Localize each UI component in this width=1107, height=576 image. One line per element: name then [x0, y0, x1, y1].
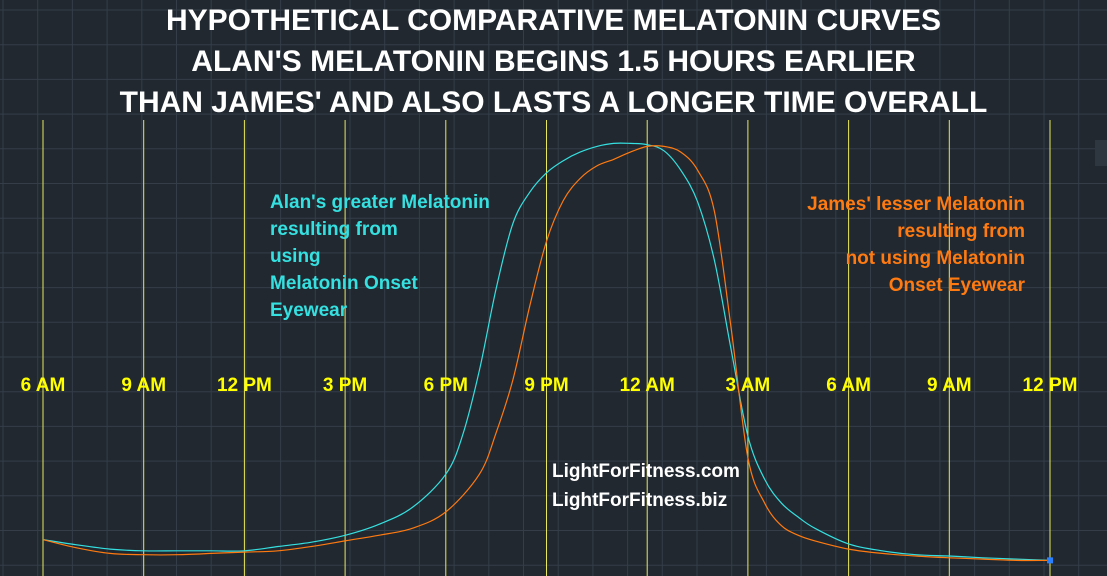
chart-subtitle-line-2: THAN JAMES' AND ALSO LASTS A LONGER TIME…: [119, 86, 988, 119]
endpoint-marker: [1047, 557, 1053, 564]
panel-handle[interactable]: [1095, 140, 1107, 166]
alan-annotation-line: resulting from: [270, 219, 398, 240]
x-tick-label: 3 AM: [726, 375, 771, 396]
chart-title: HYPOTHETICAL COMPARATIVE MELATONIN CURVE…: [165, 4, 942, 37]
x-tick-label: 6 AM: [826, 375, 871, 396]
james-melatonin-line: [42, 145, 1051, 562]
chart-subtitle-line-1: ALAN'S MELATONIN BEGINS 1.5 HOURS EARLIE…: [191, 45, 916, 78]
x-tick-label: 12 PM: [217, 375, 272, 396]
alan-annotation: Alan's greater Melatonin resulting from …: [270, 189, 490, 324]
x-tick-label: 3 PM: [323, 375, 367, 396]
james-annotation-line: James' lesser Melatonin: [807, 194, 1025, 215]
x-tick-label: 9 PM: [524, 375, 568, 396]
x-tick-label: 6 PM: [424, 375, 468, 396]
alan-annotation-line: Melatonin Onset: [270, 273, 418, 294]
alan-annotation-line: Eyewear: [270, 300, 348, 321]
james-annotation: James' lesser Melatonin resulting from n…: [807, 191, 1025, 299]
x-tick-label: 6 AM: [21, 375, 66, 396]
james-annotation-line: Onset Eyewear: [888, 275, 1025, 296]
alan-annotation-line: using: [270, 246, 321, 267]
alan-annotation-line: Alan's greater Melatonin: [270, 192, 490, 213]
james-annotation-line: not using Melatonin: [845, 248, 1025, 269]
watermark-line: LightForFitness.biz: [552, 490, 728, 511]
james-annotation-line: resulting from: [897, 221, 1025, 242]
x-tick-label: 9 AM: [121, 375, 166, 396]
watermark-line: LightForFitness.com: [552, 461, 740, 482]
x-tick-label: 12 PM: [1023, 375, 1078, 396]
alan-melatonin-line: [42, 142, 1051, 561]
x-tick-label: 9 AM: [927, 375, 972, 396]
watermark: LightForFitness.com LightForFitness.biz: [552, 457, 740, 515]
x-tick-label: 12 AM: [620, 375, 675, 396]
